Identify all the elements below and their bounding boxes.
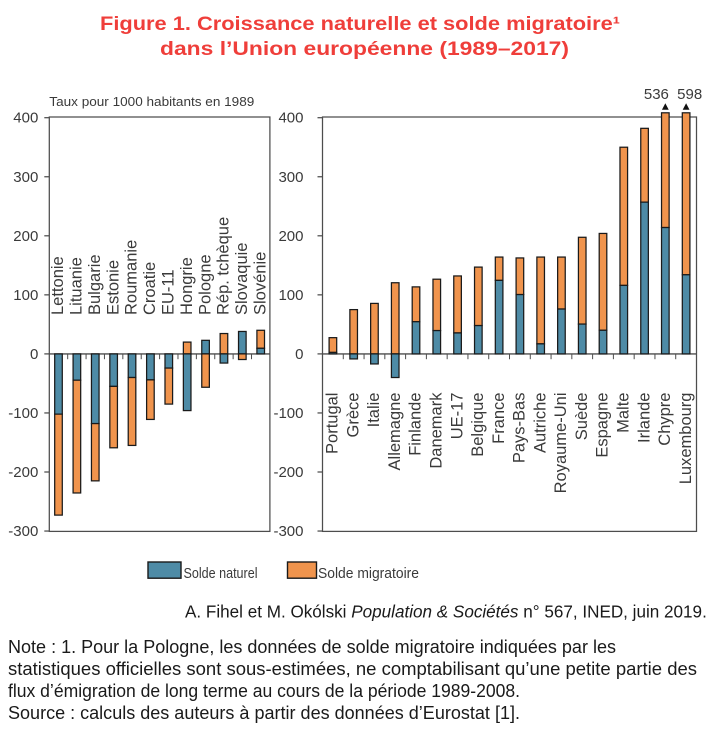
svg-text:UE-17: UE-17	[448, 393, 466, 440]
svg-text:Solde migratoire: Solde migratoire	[318, 566, 419, 582]
svg-text:536: 536	[644, 86, 669, 103]
svg-text:-100: -100	[273, 405, 303, 422]
svg-text:-300: -300	[8, 523, 38, 540]
svg-text:598: 598	[677, 86, 702, 103]
svg-text:Slovaquie: Slovaquie	[233, 243, 251, 315]
svg-text:Bulgarie: Bulgarie	[86, 254, 104, 315]
svg-text:Malte: Malte	[614, 393, 632, 433]
svg-text:Danemark: Danemark	[427, 392, 445, 469]
svg-text:Solde naturel: Solde naturel	[184, 566, 258, 582]
svg-text:300: 300	[278, 169, 303, 186]
svg-text:-200: -200	[8, 464, 38, 481]
svg-text:Source : calculs des auteurs à: Source : calculs des auteurs à partir de…	[8, 702, 520, 723]
svg-text:-200: -200	[273, 464, 303, 481]
svg-text:flux d’émigration de long term: flux d’émigration de long terme au cours…	[8, 680, 520, 701]
svg-text:200: 200	[13, 228, 38, 245]
svg-text:100: 100	[13, 287, 38, 304]
svg-text:Irlande: Irlande	[635, 393, 653, 443]
svg-text:Lituanie: Lituanie	[68, 257, 86, 315]
svg-text:Hongrie: Hongrie	[178, 257, 196, 315]
svg-text:Pays-Bas: Pays-Bas	[511, 393, 529, 464]
svg-text:0: 0	[295, 346, 303, 363]
svg-text:Finlande: Finlande	[407, 393, 425, 456]
svg-text:Belgique: Belgique	[469, 393, 487, 457]
svg-text:Portugal: Portugal	[324, 393, 342, 454]
svg-text:Espagne: Espagne	[594, 393, 612, 458]
svg-text:100: 100	[278, 287, 303, 304]
svg-text:-300: -300	[273, 523, 303, 540]
svg-text:Figure 1. Croissance naturelle: Figure 1. Croissance naturelle et solde …	[100, 14, 620, 35]
svg-text:Croatie: Croatie	[141, 262, 159, 315]
svg-text:Taux pour 1000 habitants en 19: Taux pour 1000 habitants en 1989	[49, 94, 254, 109]
svg-text:Note : 1. Pour la Pologne, les: Note : 1. Pour la Pologne, les données d…	[8, 636, 616, 657]
svg-text:Allemagne: Allemagne	[386, 393, 404, 471]
svg-text:Rép. tchèque: Rép. tchèque	[215, 217, 233, 315]
svg-text:0: 0	[30, 346, 38, 363]
svg-text:Roumanie: Roumanie	[123, 240, 141, 315]
svg-text:EU-11: EU-11	[159, 269, 177, 315]
svg-text:A. Fihel et M. Okólski Populat: A. Fihel et M. Okólski Population & Soci…	[185, 603, 707, 622]
svg-text:Grèce: Grèce	[344, 393, 362, 438]
svg-text:Chypre: Chypre	[656, 393, 674, 446]
svg-text:300: 300	[13, 169, 38, 186]
svg-text:statistiques officielles sont: statistiques officielles sont sous-estim…	[8, 658, 697, 679]
svg-text:Lettonie: Lettonie	[49, 256, 67, 315]
svg-text:Pologne: Pologne	[196, 254, 214, 315]
svg-text:Italie: Italie	[365, 393, 383, 428]
svg-text:Luxembourg: Luxembourg	[677, 393, 695, 485]
svg-text:Estonie: Estonie	[104, 260, 122, 315]
svg-text:-100: -100	[8, 405, 38, 422]
svg-text:Autriche: Autriche	[531, 393, 549, 454]
svg-text:Suède: Suède	[573, 393, 591, 441]
svg-text:Royaume-Uni: Royaume-Uni	[552, 393, 570, 494]
svg-text:400: 400	[278, 110, 303, 127]
svg-text:Slovénie: Slovénie	[251, 252, 269, 315]
svg-text:France: France	[490, 393, 508, 444]
svg-text:dans l’Union européenne (1989–: dans l’Union européenne (1989–2017)	[160, 39, 569, 60]
svg-text:200: 200	[278, 228, 303, 245]
svg-text:400: 400	[13, 110, 38, 127]
